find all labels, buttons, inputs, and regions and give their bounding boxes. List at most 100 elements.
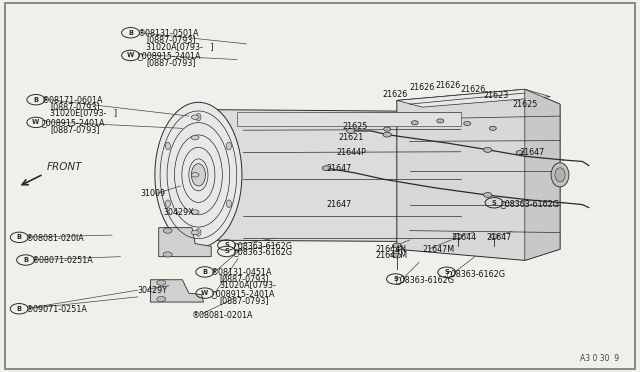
Ellipse shape (484, 193, 492, 197)
Text: A3 0 30  9: A3 0 30 9 (580, 354, 620, 363)
Text: [0887-0793]: [0887-0793] (50, 125, 100, 134)
Text: Ⓜ008915-2401A: Ⓜ008915-2401A (42, 119, 105, 128)
Text: B: B (23, 257, 28, 263)
Text: Ⓚ08363-6162G: Ⓚ08363-6162G (447, 269, 506, 278)
Ellipse shape (393, 243, 401, 248)
Ellipse shape (227, 200, 232, 208)
Text: 31009: 31009 (141, 189, 166, 198)
Text: Ⓚ08363-6162G: Ⓚ08363-6162G (396, 275, 454, 284)
Text: Ⓜ008915-2401A: Ⓜ008915-2401A (138, 52, 201, 61)
Text: 30429X: 30429X (163, 208, 194, 217)
Text: W: W (201, 290, 209, 296)
Text: 31020A[0793-   ]: 31020A[0793- ] (146, 42, 214, 51)
Text: S: S (393, 276, 398, 282)
Ellipse shape (347, 129, 355, 134)
Text: B: B (17, 234, 22, 240)
Text: 21625: 21625 (342, 122, 368, 131)
Ellipse shape (412, 121, 419, 125)
Ellipse shape (383, 132, 392, 137)
Text: 21621: 21621 (338, 133, 363, 142)
Text: 21626: 21626 (461, 85, 486, 94)
Ellipse shape (436, 119, 444, 123)
Text: Ⓚ08363-6162G: Ⓚ08363-6162G (234, 247, 292, 256)
Text: 21647M: 21647M (376, 251, 408, 260)
Text: Ⓜ008915-2401A: Ⓜ008915-2401A (211, 289, 275, 298)
Text: ®08171-0601A: ®08171-0601A (42, 96, 103, 105)
Text: 21647: 21647 (520, 148, 545, 157)
Text: 31020E[0793-   ]: 31020E[0793- ] (50, 109, 117, 118)
Text: 21626: 21626 (435, 81, 460, 90)
Text: 21626: 21626 (383, 90, 408, 99)
Text: 21623: 21623 (484, 92, 509, 100)
Ellipse shape (196, 229, 201, 236)
Ellipse shape (196, 113, 201, 121)
Text: W: W (127, 52, 134, 58)
Text: S: S (444, 269, 449, 275)
Text: 21647: 21647 (326, 164, 351, 173)
Ellipse shape (393, 253, 401, 258)
Ellipse shape (165, 200, 170, 208)
Ellipse shape (490, 126, 497, 131)
Text: 31020A[0793-: 31020A[0793- (220, 280, 276, 289)
Text: 21625: 21625 (512, 100, 538, 109)
Ellipse shape (322, 166, 331, 170)
Text: B: B (128, 30, 133, 36)
Ellipse shape (191, 115, 199, 119)
Text: ®08131-0451A: ®08131-0451A (211, 268, 273, 277)
Ellipse shape (484, 148, 492, 153)
Text: ®08081-0201A: ®08081-0201A (192, 311, 253, 320)
Ellipse shape (384, 127, 390, 131)
Text: 21644: 21644 (452, 233, 477, 242)
Polygon shape (397, 89, 550, 107)
Ellipse shape (490, 234, 499, 239)
Text: B: B (202, 269, 207, 275)
Text: Ⓚ08363-6162G: Ⓚ08363-6162G (500, 199, 559, 208)
Ellipse shape (227, 142, 232, 150)
Ellipse shape (191, 173, 199, 177)
Polygon shape (159, 228, 211, 257)
Text: 21647: 21647 (326, 200, 351, 209)
Text: S: S (224, 242, 229, 248)
Text: S: S (492, 200, 497, 206)
Text: ®08071-0251A: ®08071-0251A (32, 256, 93, 265)
Text: 21644P: 21644P (336, 148, 366, 157)
Ellipse shape (157, 296, 166, 302)
Ellipse shape (453, 234, 462, 239)
Text: B: B (33, 97, 38, 103)
Polygon shape (198, 109, 461, 242)
Ellipse shape (157, 280, 166, 285)
Text: W: W (32, 119, 40, 125)
Polygon shape (150, 280, 204, 302)
Ellipse shape (191, 164, 205, 186)
Ellipse shape (191, 135, 199, 140)
Ellipse shape (555, 168, 565, 182)
Text: ®09071-0251A: ®09071-0251A (26, 305, 88, 314)
Ellipse shape (191, 210, 199, 214)
Text: B: B (17, 306, 22, 312)
Text: 21647M: 21647M (422, 245, 454, 254)
Text: [0887-0793]: [0887-0793] (146, 58, 196, 67)
Ellipse shape (551, 163, 569, 187)
Ellipse shape (163, 228, 172, 233)
Text: [0887-0793]: [0887-0793] (220, 274, 269, 283)
Text: [0887-0793]: [0887-0793] (50, 102, 100, 111)
Text: 21626: 21626 (410, 83, 435, 92)
Ellipse shape (165, 142, 170, 150)
Ellipse shape (516, 151, 524, 155)
Text: 21647: 21647 (486, 233, 511, 242)
Text: [0887-0793]: [0887-0793] (220, 296, 269, 305)
Polygon shape (237, 112, 461, 126)
Ellipse shape (163, 252, 172, 257)
Ellipse shape (463, 121, 471, 126)
Text: [0887-0793]: [0887-0793] (146, 35, 196, 44)
Polygon shape (525, 89, 560, 260)
Text: 30429Y: 30429Y (138, 286, 168, 295)
Text: 21644N: 21644N (376, 245, 406, 254)
Ellipse shape (155, 102, 242, 247)
Text: Ⓚ08363-6162G: Ⓚ08363-6162G (234, 241, 292, 250)
Text: ®08081-020lA: ®08081-020lA (26, 234, 84, 243)
Ellipse shape (191, 230, 199, 235)
Text: S: S (224, 248, 229, 254)
Text: FRONT: FRONT (47, 162, 82, 172)
Text: ®08131-0501A: ®08131-0501A (138, 29, 199, 38)
